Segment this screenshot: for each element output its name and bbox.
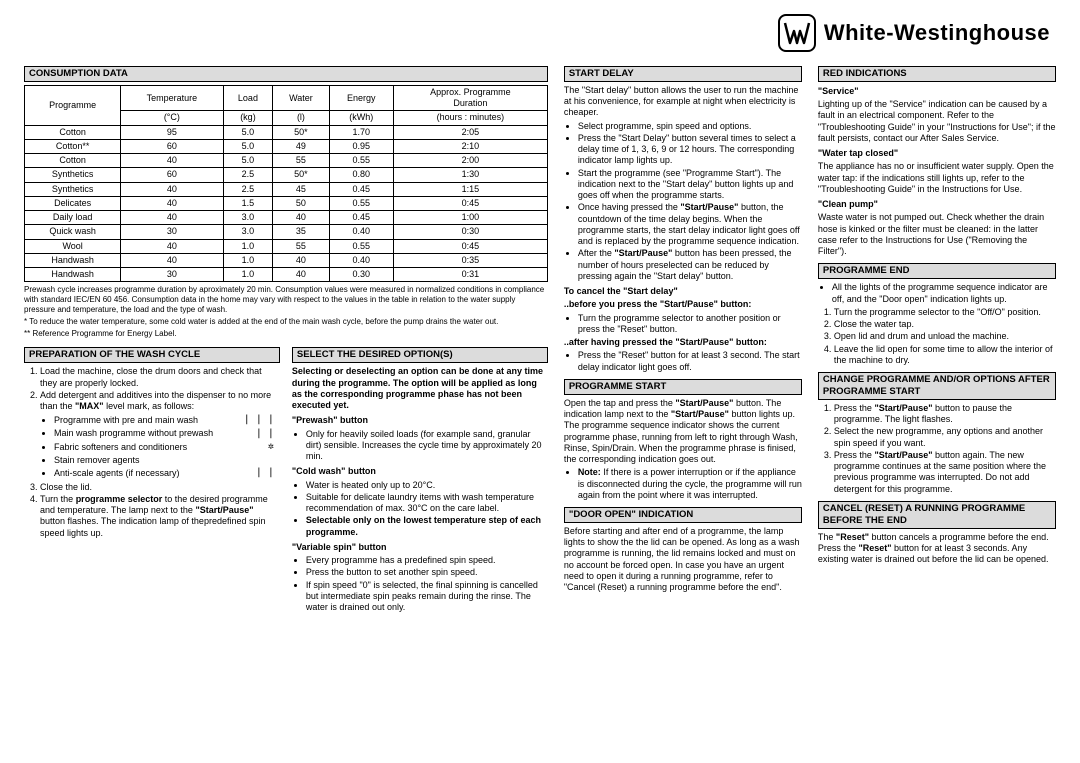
consumption-table: Programme Temperature Load Water Energy … <box>24 85 548 283</box>
sd-cancel-h: To cancel the "Start delay" <box>564 286 802 297</box>
table-row: Quick wash303.0350.400:30 <box>25 225 548 239</box>
vs-b2: Press the button to set another spin spe… <box>306 567 548 578</box>
th-water: Water <box>273 85 329 111</box>
sd-b3: Start the programme (see "Programme Star… <box>578 168 802 202</box>
table-row: Daily load403.0400.451:00 <box>25 211 548 225</box>
note2: * To reduce the water temperature, some … <box>24 317 548 327</box>
sd-cancel-b1: Turn the programme selector to another p… <box>578 313 802 336</box>
sd-b4: Once having pressed the "Start/Pause" bu… <box>578 202 802 247</box>
prep-3: Close the lid. <box>40 482 280 493</box>
table-row: Handwash301.0400.300:31 <box>25 268 548 282</box>
prewash-b: Only for heavily soiled loads (for examp… <box>306 429 548 463</box>
th-energy-u: (kWh) <box>329 111 393 125</box>
list-item: Main wash programme without prewash| | <box>54 428 280 441</box>
change-header: CHANGE PROGRAMME AND/OR OPTIONS AFTER PR… <box>818 372 1056 400</box>
prep-list: Load the machine, close the drum doors a… <box>24 366 280 539</box>
select-header: SELECT THE DESIRED OPTION(S) <box>292 347 548 363</box>
door-p: Before starting and after end of a progr… <box>564 526 802 594</box>
prewash-h: "Prewash" button <box>292 415 548 426</box>
left-column: CONSUMPTION DATA Programme Temperature L… <box>24 60 548 615</box>
progstart-header: PROGRAMME START <box>564 379 802 395</box>
list-item: Anti-scale agents (if necessary)| | <box>54 467 280 480</box>
list-item: Stain remover agents <box>54 455 280 466</box>
th-water-u: (l) <box>273 111 329 125</box>
cold-h: "Cold wash" button <box>292 466 548 477</box>
prep-4: Turn the programme selector to the desir… <box>40 494 280 539</box>
prep-header: PREPARATION OF THE WASH CYCLE <box>24 347 280 363</box>
pe-o1: Turn the programme selector to the "Off/… <box>834 307 1056 318</box>
consumption-header: CONSUMPTION DATA <box>24 66 548 82</box>
table-row: Wool401.0550.550:45 <box>25 239 548 253</box>
table-row: Handwash401.0400.400:35 <box>25 253 548 267</box>
red-tap-p: The appliance has no or insufficient wat… <box>818 161 1056 195</box>
sd-b2: Press the "Start Delay" button several t… <box>578 133 802 167</box>
right-column: RED INDICATIONS "Service" Lighting up of… <box>818 60 1056 615</box>
table-row: Cotton**605.0490.952:10 <box>25 139 548 153</box>
table-row: Cotton405.0550.552:00 <box>25 154 548 168</box>
startdelay-header: START DELAY <box>564 66 802 82</box>
cancel-header: CANCEL (RESET) A RUNNING PROGRAMME BEFOR… <box>818 501 1056 529</box>
brand-text: White-Westinghouse <box>824 19 1050 47</box>
sd-cancel-b2: Press the "Reset" button for at least 3 … <box>578 350 802 373</box>
sd-b5: After the "Start/Pause" button has been … <box>578 248 802 282</box>
logo-mark-icon <box>778 14 816 52</box>
sd-cancel-s1: ..before you press the "Start/Pause" but… <box>564 299 802 310</box>
sd-b1: Select programme, spin speed and options… <box>578 121 802 132</box>
pe-o3: Open lid and drum and unload the machine… <box>834 331 1056 342</box>
note3: ** Reference Programme for Energy Label. <box>24 329 548 339</box>
cancel-p: The "Reset" button cancels a programme b… <box>818 532 1056 566</box>
prep-1: Load the machine, close the drum doors a… <box>40 366 280 389</box>
cold-b2: Suitable for delicate laundry items with… <box>306 492 548 515</box>
cold-b3: Selectable only on the lowest temperatur… <box>306 515 548 538</box>
pe-o4: Leave the lid open for some time to allo… <box>834 344 1056 367</box>
sd-cancel-s2: ..after having pressed the "Start/Pause"… <box>564 337 802 348</box>
pe-b1: All the lights of the programme sequence… <box>832 282 1056 305</box>
prep-2: Add detergent and additives into the dis… <box>40 390 280 480</box>
th-temp: Temperature <box>121 85 223 111</box>
pe-o2: Close the water tap. <box>834 319 1056 330</box>
note1: Prewash cycle increases programme durati… <box>24 285 548 315</box>
red-service-p: Lighting up of the "Service" indication … <box>818 99 1056 144</box>
th-load: Load <box>223 85 273 111</box>
ch-o3: Press the "Start/Pause" button again. Th… <box>834 450 1056 495</box>
table-row: Delicates401.5500.550:45 <box>25 196 548 210</box>
ch-o2: Select the new programme, any options an… <box>834 426 1056 449</box>
ps-p1: Open the tap and press the "Start/Pause"… <box>564 398 802 466</box>
list-item: Fabric softeners and conditioners✲ <box>54 441 280 454</box>
th-temp-u: (°C) <box>121 111 223 125</box>
red-pump-p: Waste water is not pumped out. Check whe… <box>818 212 1056 257</box>
middle-column: START DELAY The "Start delay" button all… <box>564 60 802 615</box>
th-programme: Programme <box>25 85 121 125</box>
th-duration-u: (hours : minutes) <box>393 111 547 125</box>
sd-intro: The "Start delay" button allows the user… <box>564 85 802 119</box>
table-row: Synthetics402.5450.451:15 <box>25 182 548 196</box>
red-tap-h: "Water tap closed" <box>818 148 1056 159</box>
red-header: RED INDICATIONS <box>818 66 1056 82</box>
ps-note: Note: If there is a power interruption o… <box>578 467 802 501</box>
brand-logo: White-Westinghouse <box>778 14 1050 52</box>
cold-b1: Water is heated only up to 20°C. <box>306 480 548 491</box>
consumption-notes: Prewash cycle increases programme durati… <box>24 285 548 339</box>
vs-b3: If spin speed "0" is selected, the final… <box>306 580 548 614</box>
ch-o1: Press the "Start/Pause" button to pause … <box>834 403 1056 426</box>
th-duration: Approx. ProgrammeDuration <box>393 85 547 111</box>
th-energy: Energy <box>329 85 393 111</box>
table-row: Synthetics602.550*0.801:30 <box>25 168 548 182</box>
vs-b1: Every programme has a predefined spin sp… <box>306 555 548 566</box>
table-row: Cotton955.050*1.702:05 <box>25 125 548 139</box>
varspin-h: "Variable spin" button <box>292 542 548 553</box>
door-header: "DOOR OPEN" INDICATION <box>564 507 802 523</box>
select-intro: Selecting or deselecting an option can b… <box>292 366 548 411</box>
red-pump-h: "Clean pump" <box>818 199 1056 210</box>
list-item: Programme with pre and main wash| | | <box>54 414 280 427</box>
progend-header: PROGRAMME END <box>818 263 1056 279</box>
red-service-h: "Service" <box>818 86 1056 97</box>
th-load-u: (kg) <box>223 111 273 125</box>
